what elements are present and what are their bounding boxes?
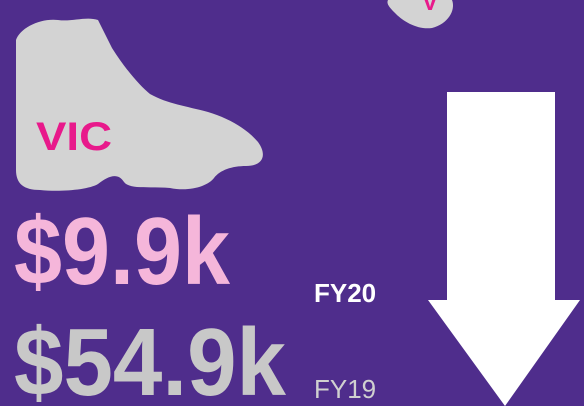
top-region-shape (387, 0, 454, 29)
current-period: FY20 (314, 278, 376, 308)
top-region-label: V (422, 0, 438, 16)
previous-amount: $54.9k (14, 309, 287, 406)
down-arrow (428, 92, 580, 406)
previous-period: FY19 (314, 374, 376, 404)
vic-shape (16, 18, 263, 191)
current-amount: $9.9k (14, 198, 231, 305)
region-label: VIC (36, 115, 112, 159)
